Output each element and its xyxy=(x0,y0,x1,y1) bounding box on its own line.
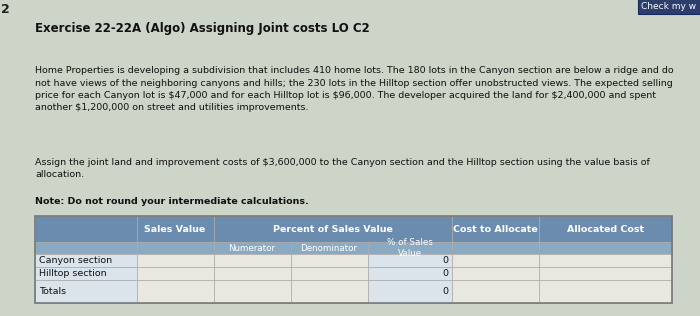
Text: Assign the joint land and improvement costs of $3,600,000 to the Canyon section : Assign the joint land and improvement co… xyxy=(35,158,650,179)
Text: 0: 0 xyxy=(442,269,449,278)
Text: Check my w: Check my w xyxy=(641,2,696,10)
Text: Denominator: Denominator xyxy=(300,244,358,252)
Text: Home Properties is developing a subdivision that includes 410 home lots. The 180: Home Properties is developing a subdivis… xyxy=(35,66,673,112)
Text: % of Sales
Value: % of Sales Value xyxy=(386,238,433,258)
Text: 0: 0 xyxy=(442,287,449,296)
Text: Cost to Allocate: Cost to Allocate xyxy=(453,225,538,234)
Text: Allocated Cost: Allocated Cost xyxy=(567,225,644,234)
Text: Percent of Sales Value: Percent of Sales Value xyxy=(272,225,393,234)
Text: Numerator: Numerator xyxy=(228,244,276,252)
Text: 0: 0 xyxy=(442,256,449,265)
Text: Hilltop section: Hilltop section xyxy=(39,269,107,278)
Text: Totals: Totals xyxy=(39,287,66,296)
Text: Exercise 22-22A (Algo) Assigning Joint costs LO C2: Exercise 22-22A (Algo) Assigning Joint c… xyxy=(35,22,370,35)
Text: 2: 2 xyxy=(1,3,10,16)
Text: Canyon section: Canyon section xyxy=(39,256,112,265)
Text: Note: Do not round your intermediate calculations.: Note: Do not round your intermediate cal… xyxy=(35,198,309,206)
Text: Sales Value: Sales Value xyxy=(144,225,206,234)
